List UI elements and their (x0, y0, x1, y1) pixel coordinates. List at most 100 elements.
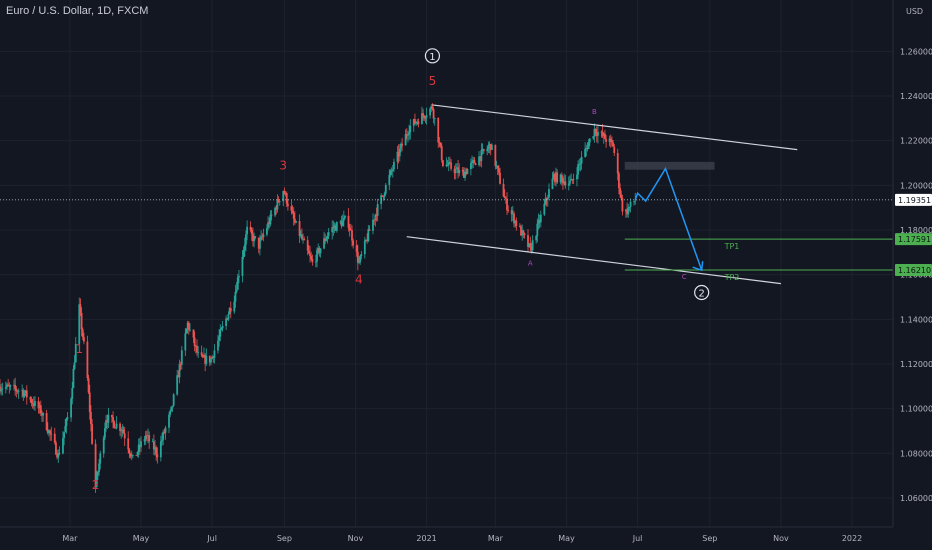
candle (372, 213, 374, 235)
candle (205, 348, 208, 366)
candle (276, 194, 279, 213)
candle-body (405, 134, 408, 136)
candle (180, 346, 183, 370)
y-tick-label: 1.18000 (900, 226, 932, 235)
wave-label-a: A (528, 260, 533, 268)
candle (616, 148, 619, 181)
x-tick-label: Sep (702, 534, 717, 543)
candle (309, 245, 311, 263)
candle-body (560, 174, 563, 179)
candle-body (221, 325, 224, 329)
candle-body (457, 167, 459, 174)
circled-wave-ring (694, 284, 710, 301)
candle-body (63, 432, 66, 439)
candle-body (130, 455, 133, 457)
candle-body (56, 454, 59, 458)
candle (520, 224, 522, 236)
candle-body (45, 413, 48, 431)
candle (316, 247, 318, 268)
candle-body (535, 235, 538, 241)
candle (388, 169, 391, 191)
candle (99, 450, 102, 470)
candle-body (611, 140, 613, 143)
candle-body (342, 217, 345, 221)
candle (119, 422, 121, 437)
candle (238, 270, 240, 284)
candle (179, 361, 182, 371)
candle-body (184, 333, 187, 351)
candle (91, 419, 93, 445)
candle (560, 172, 563, 186)
candle (363, 236, 366, 259)
candle (62, 431, 64, 455)
candle (365, 239, 367, 242)
candle (408, 124, 411, 141)
candle-body (593, 128, 596, 137)
candle (325, 236, 328, 242)
candle-body (344, 215, 346, 218)
candle-body (340, 221, 343, 227)
candle-body (446, 164, 449, 166)
wave-label-4: 4 (355, 273, 363, 287)
candle (324, 233, 327, 245)
candle (290, 200, 293, 215)
candle-body (303, 238, 306, 241)
candle-body (243, 244, 246, 251)
x-tick-label: Mar (488, 534, 504, 543)
candle (351, 225, 353, 247)
candle-body (260, 236, 262, 240)
candle-body (6, 384, 8, 388)
candle (613, 143, 616, 157)
candle (266, 224, 268, 237)
candle-body (414, 119, 416, 124)
candle-body (537, 220, 540, 224)
circled-wave-label-2: 2 (698, 289, 704, 300)
candle-body (462, 171, 465, 178)
candle-body (548, 189, 550, 198)
candle-body (423, 115, 426, 118)
candle-body (627, 208, 630, 215)
y-axis-unit: USD (906, 7, 923, 16)
candle-body (360, 254, 363, 256)
candle (233, 295, 236, 314)
candle (245, 230, 247, 252)
candle-body (135, 455, 138, 456)
candle-body (454, 168, 457, 174)
candle (367, 225, 370, 243)
candle (140, 436, 142, 452)
candle-body (481, 149, 484, 151)
candle-body (113, 421, 116, 428)
candle (311, 254, 314, 266)
candle-body (391, 169, 394, 171)
candle-body (311, 259, 314, 263)
candle (58, 446, 61, 456)
candle-body (242, 250, 245, 257)
candle-body (86, 341, 89, 379)
candle (285, 191, 288, 208)
candle-body (21, 390, 24, 392)
candle-body (262, 234, 265, 238)
candle (577, 160, 580, 180)
candle-body (409, 125, 412, 133)
candle-body (229, 308, 232, 312)
wave-label-2: 2 (92, 478, 100, 492)
candle-body (295, 221, 297, 223)
candle-body (110, 415, 113, 417)
candle-body (7, 384, 10, 386)
candle-body (143, 439, 146, 442)
candle-body (425, 115, 428, 118)
candle-body (324, 238, 327, 241)
candle-body (437, 118, 440, 143)
candle-body (482, 149, 485, 152)
candle (73, 355, 76, 370)
candle-body (57, 453, 60, 458)
candle (217, 335, 219, 354)
candle (170, 406, 173, 412)
candle (430, 103, 433, 113)
x-tick-label: 2021 (416, 534, 436, 543)
candle (559, 173, 562, 185)
candle (275, 205, 278, 215)
candle-body (531, 240, 534, 251)
candle (104, 422, 106, 441)
